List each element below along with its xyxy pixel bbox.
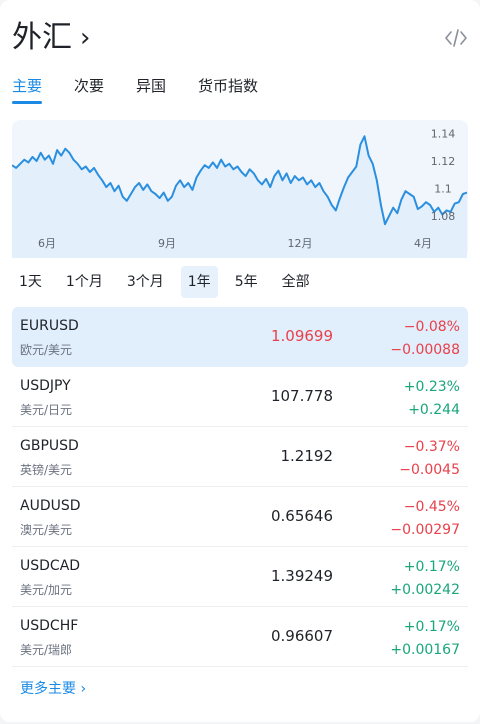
range-button-2[interactable]: 3个月 <box>126 274 164 290</box>
pair-change-absolute: +0.00242 <box>390 582 460 598</box>
pair-row-eurusd[interactable]: EURUSD 欧元/美元 1.09699 −0.08% −0.00088 <box>12 307 468 367</box>
pair-symbol: EURUSD <box>20 318 79 334</box>
tab-0[interactable]: 主要 <box>12 74 43 104</box>
pair-change-absolute: −0.0045 <box>399 462 460 478</box>
pair-name: 美元/加元 <box>20 583 73 597</box>
pair-row-gbpusd[interactable]: GBPUSD 英镑/美元 1.2192 −0.37% −0.0045 <box>12 427 468 487</box>
pair-symbol: USDCHF <box>20 618 79 634</box>
pair-price: 0.65646 <box>270 507 333 525</box>
pair-change-absolute: −0.00297 <box>390 522 460 538</box>
pair-symbol: USDCAD <box>20 558 81 574</box>
range-button-4[interactable]: 5年 <box>234 274 258 290</box>
chart-area <box>12 136 467 258</box>
pair-change-percent: −0.37% <box>403 439 460 455</box>
y-tick-label: 1.12 <box>431 155 456 168</box>
pair-row-usdjpy[interactable]: USDJPY 美元/日元 107.778 +0.23% +0.244 <box>12 367 468 427</box>
pair-change-percent: −0.45% <box>403 499 460 515</box>
pair-price: 1.09699 <box>270 327 333 345</box>
pair-symbol: AUDUSD <box>20 498 81 514</box>
code-embed-icon[interactable] <box>444 26 468 50</box>
chevron-right-icon: › <box>80 23 91 53</box>
x-tick-label: 12月 <box>288 237 313 250</box>
price-chart[interactable]: 1.14 1.12 1.1 1.08 6月 9月 12月 4月 <box>11 120 468 258</box>
page-title: 外汇 <box>12 20 72 55</box>
price-chart-svg: 1.14 1.12 1.1 1.08 6月 9月 12月 4月 <box>11 120 468 258</box>
pair-name: 欧元/美元 <box>20 343 73 357</box>
range-button-0[interactable]: 1天 <box>19 274 42 290</box>
pair-name: 美元/日元 <box>20 403 73 417</box>
pair-change-percent: +0.17% <box>403 619 460 635</box>
more-majors-link[interactable]: 更多主要 › <box>20 681 87 697</box>
tab-1[interactable]: 次要 <box>74 77 105 95</box>
forex-title-link[interactable]: 外汇 › <box>12 18 90 58</box>
pair-price: 1.2192 <box>280 447 334 465</box>
pair-name: 美元/瑞郎 <box>20 643 73 657</box>
range-button-3[interactable]: 1年 <box>180 266 218 298</box>
tab-2[interactable]: 异国 <box>136 77 167 95</box>
pair-price: 0.96607 <box>270 627 333 645</box>
pair-change-percent: +0.17% <box>403 559 460 575</box>
y-tick-label: 1.08 <box>431 210 456 223</box>
x-tick-label: 6月 <box>38 237 56 250</box>
range-button-1[interactable]: 1个月 <box>65 274 103 290</box>
pair-symbol: USDJPY <box>20 378 71 394</box>
pair-change-percent: +0.23% <box>403 379 460 395</box>
tab-3[interactable]: 货币指数 <box>198 77 259 95</box>
chart-series-line <box>11 135 468 226</box>
pair-row-audusd[interactable]: AUDUSD 澳元/美元 0.65646 −0.45% −0.00297 <box>12 487 468 547</box>
currency-pair-list: EURUSD 欧元/美元 1.09699 −0.08% −0.00088 USDJPY 美元… <box>12 307 468 667</box>
pair-name: 澳元/美元 <box>20 523 73 537</box>
pair-name: 英镑/美元 <box>20 463 73 477</box>
category-tabs: 主要 次要 异国 货币指数 <box>12 74 290 104</box>
y-tick-label: 1.1 <box>434 183 452 196</box>
pair-change-absolute: +0.00167 <box>390 642 460 658</box>
pair-price: 107.778 <box>270 387 333 405</box>
y-tick-label: 1.14 <box>431 128 456 141</box>
pair-symbol: GBPUSD <box>20 438 79 454</box>
time-range-selector: 1天 1个月 3个月 1年 5年 全部 <box>12 266 327 298</box>
pair-row-usdchf[interactable]: USDCHF 美元/瑞郎 0.96607 +0.17% +0.00167 <box>12 607 468 667</box>
x-tick-label: 4月 <box>414 237 432 250</box>
pair-change-absolute: +0.244 <box>408 402 460 418</box>
x-tick-label: 9月 <box>158 237 176 250</box>
pair-change-absolute: −0.00088 <box>390 342 460 358</box>
pair-row-usdcad[interactable]: USDCAD 美元/加元 1.39249 +0.17% +0.00242 <box>12 547 468 607</box>
pair-change-percent: −0.08% <box>403 319 460 335</box>
pair-price: 1.39249 <box>270 567 333 585</box>
range-button-5[interactable]: 全部 <box>281 274 310 290</box>
